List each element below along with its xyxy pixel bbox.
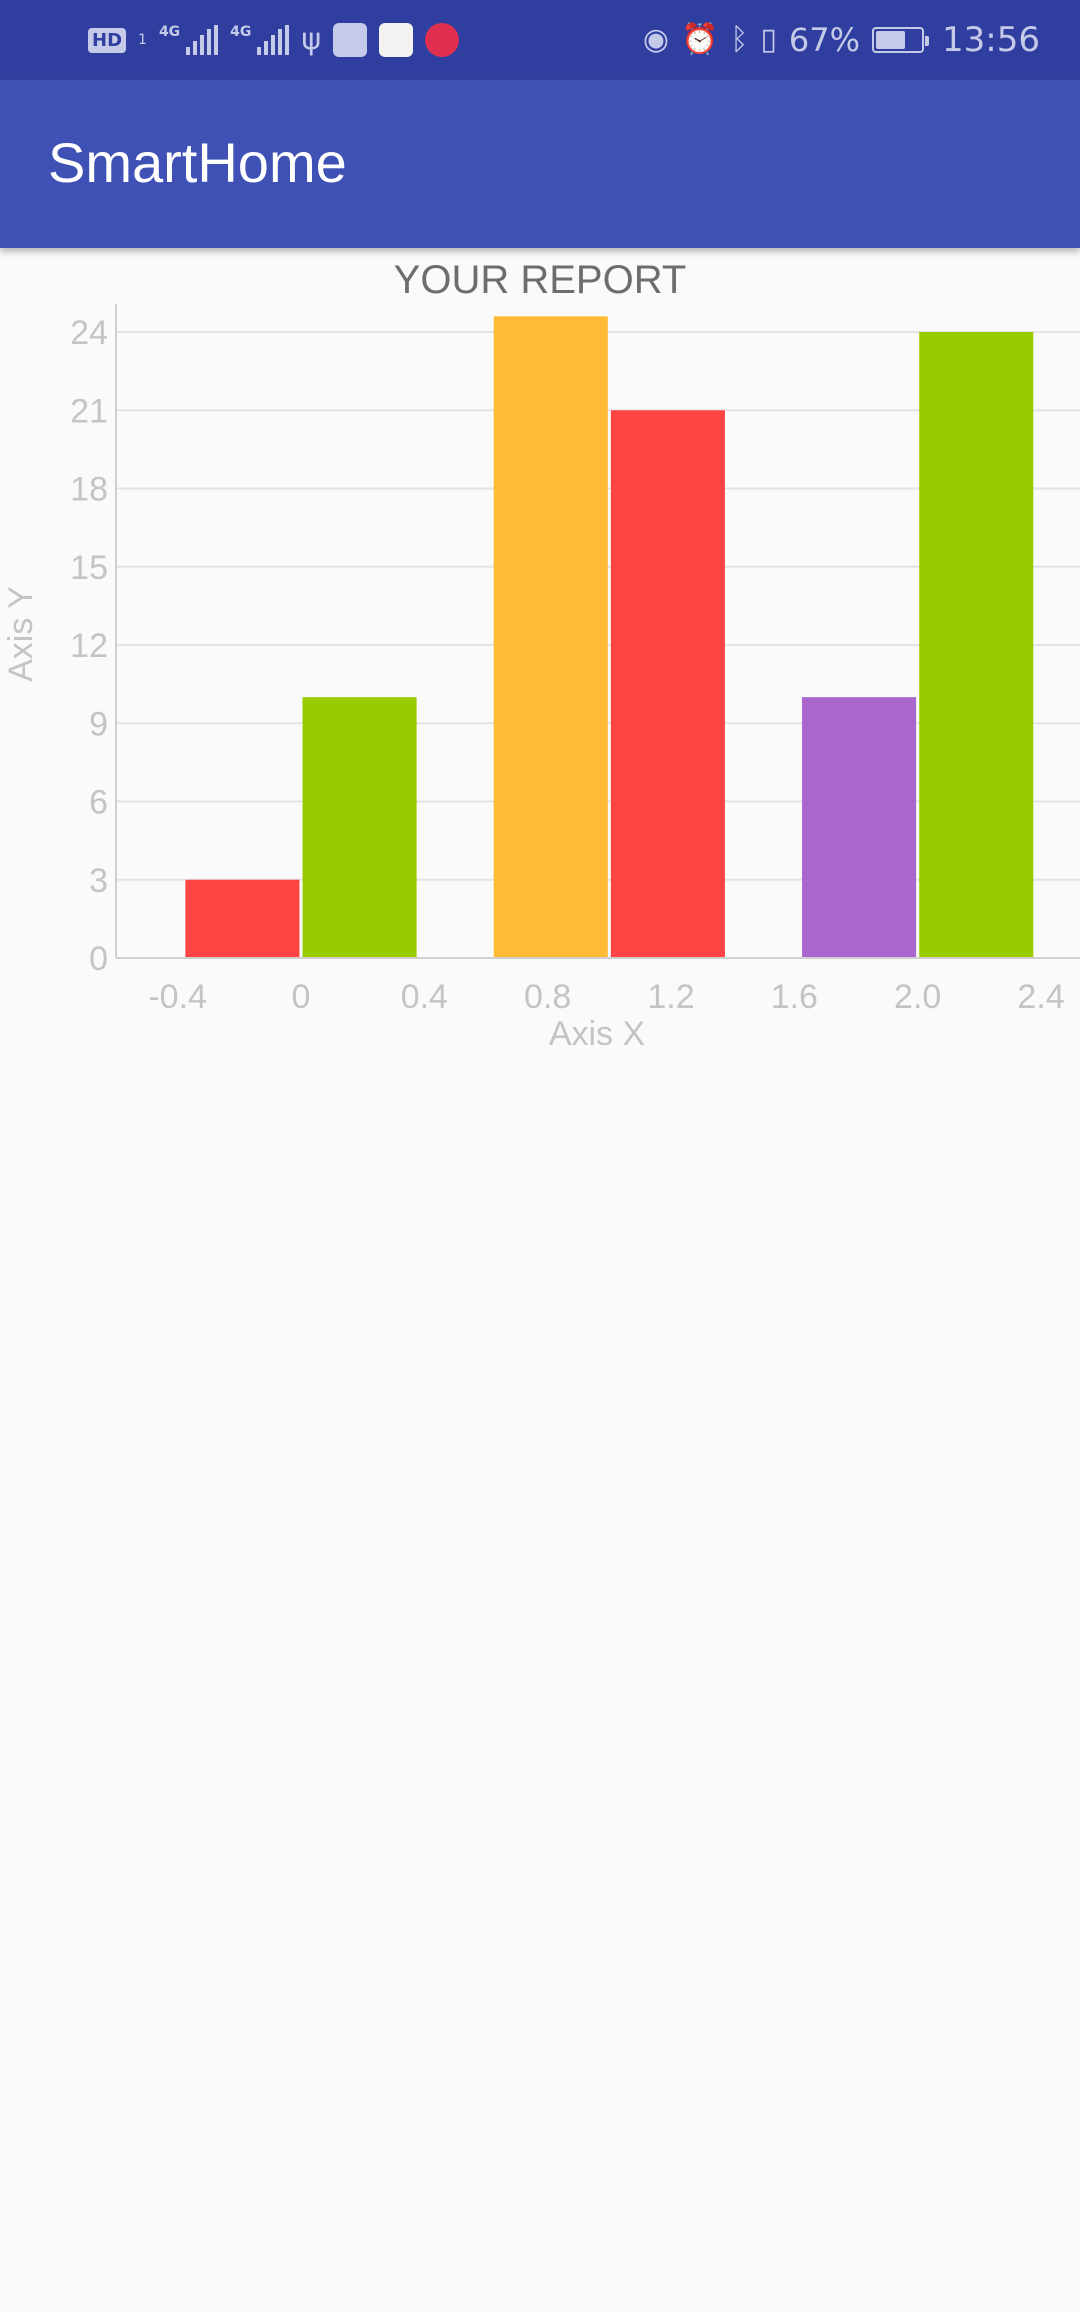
y-tick-label: 9 [89,705,108,743]
bar-chart-svg[interactable]: 0 3 6 9 12 15 18 21 24 -0.4 0 0.4 0.8 1.2 1.6 2.0 2.4 YOU… [0,248,1080,1068]
x-tick-label: 0 [292,978,311,1016]
y-tick-label: 0 [89,940,108,978]
status-time: 13:56 [942,20,1040,60]
x-tick-label: 2.0 [894,978,941,1016]
x-tick-label: 2.4 [1017,978,1064,1016]
x-axis-title: Axis X [549,1015,645,1053]
y-tick-label: 24 [70,314,108,352]
y-axis-title: Axis Y [2,586,40,682]
app-title: SmartHome [48,131,347,194]
xiaohongshu-app-icon [425,23,460,57]
bar-5[interactable] [802,697,917,958]
bar-3[interactable] [493,316,608,959]
bluetooth-icon: ᛒ [730,22,749,57]
signal-strength-icon [186,25,219,55]
y-tick-label: 21 [70,392,108,430]
x-tick-label: 1.2 [647,978,694,1016]
network-type-1: 4G [158,24,181,40]
y-tick-label: 18 [70,471,108,509]
sim-number: 1 [138,32,147,48]
x-tick-label: 1.6 [771,978,818,1016]
usb-icon: ψ [301,22,322,57]
eye-comfort-icon: ◉ [642,22,670,57]
x-tick-label: -0.4 [148,978,207,1016]
bar-6[interactable] [919,332,1034,958]
status-bar-left: HD 1 4G 4G ψ [88,18,460,62]
y-tick-label: 6 [89,784,108,822]
bar-4[interactable] [610,410,725,958]
alarm-icon: ⏰ [681,22,719,57]
vibrate-icon: ▯ [760,22,777,57]
huawei-app-icon [333,23,368,57]
bar-1[interactable] [185,879,300,958]
app-toolbar: SmartHome [0,80,1080,248]
y-tick-label: 15 [70,549,108,587]
status-bar: HD 1 4G 4G ψ ◉ ⏰ ᛒ ▯ 67% 13:56 [0,0,1080,80]
battery-charging-icon [872,27,930,53]
chart-title: YOUR REPORT [394,258,687,302]
signal-strength-icon [257,25,290,55]
y-tick-label: 12 [70,627,108,665]
bar-chart[interactable]: 0 3 6 9 12 15 18 21 24 -0.4 0 0.4 0.8 1.2 1.6 2.0 2.4 YOU… [0,248,1080,1068]
status-bar-right: ◉ ⏰ ᛒ ▯ 67% 13:56 [643,18,1040,62]
x-tick-label: 0.8 [524,978,571,1016]
y-tick-label: 3 [89,862,108,900]
zhihu-app-icon [379,23,414,57]
battery-percentage: 67% [788,21,861,59]
bar-2[interactable] [302,697,417,958]
x-tick-label: 0.4 [401,978,448,1016]
network-type-2: 4G [230,24,252,40]
hd-voice-badge: HD [88,27,127,53]
